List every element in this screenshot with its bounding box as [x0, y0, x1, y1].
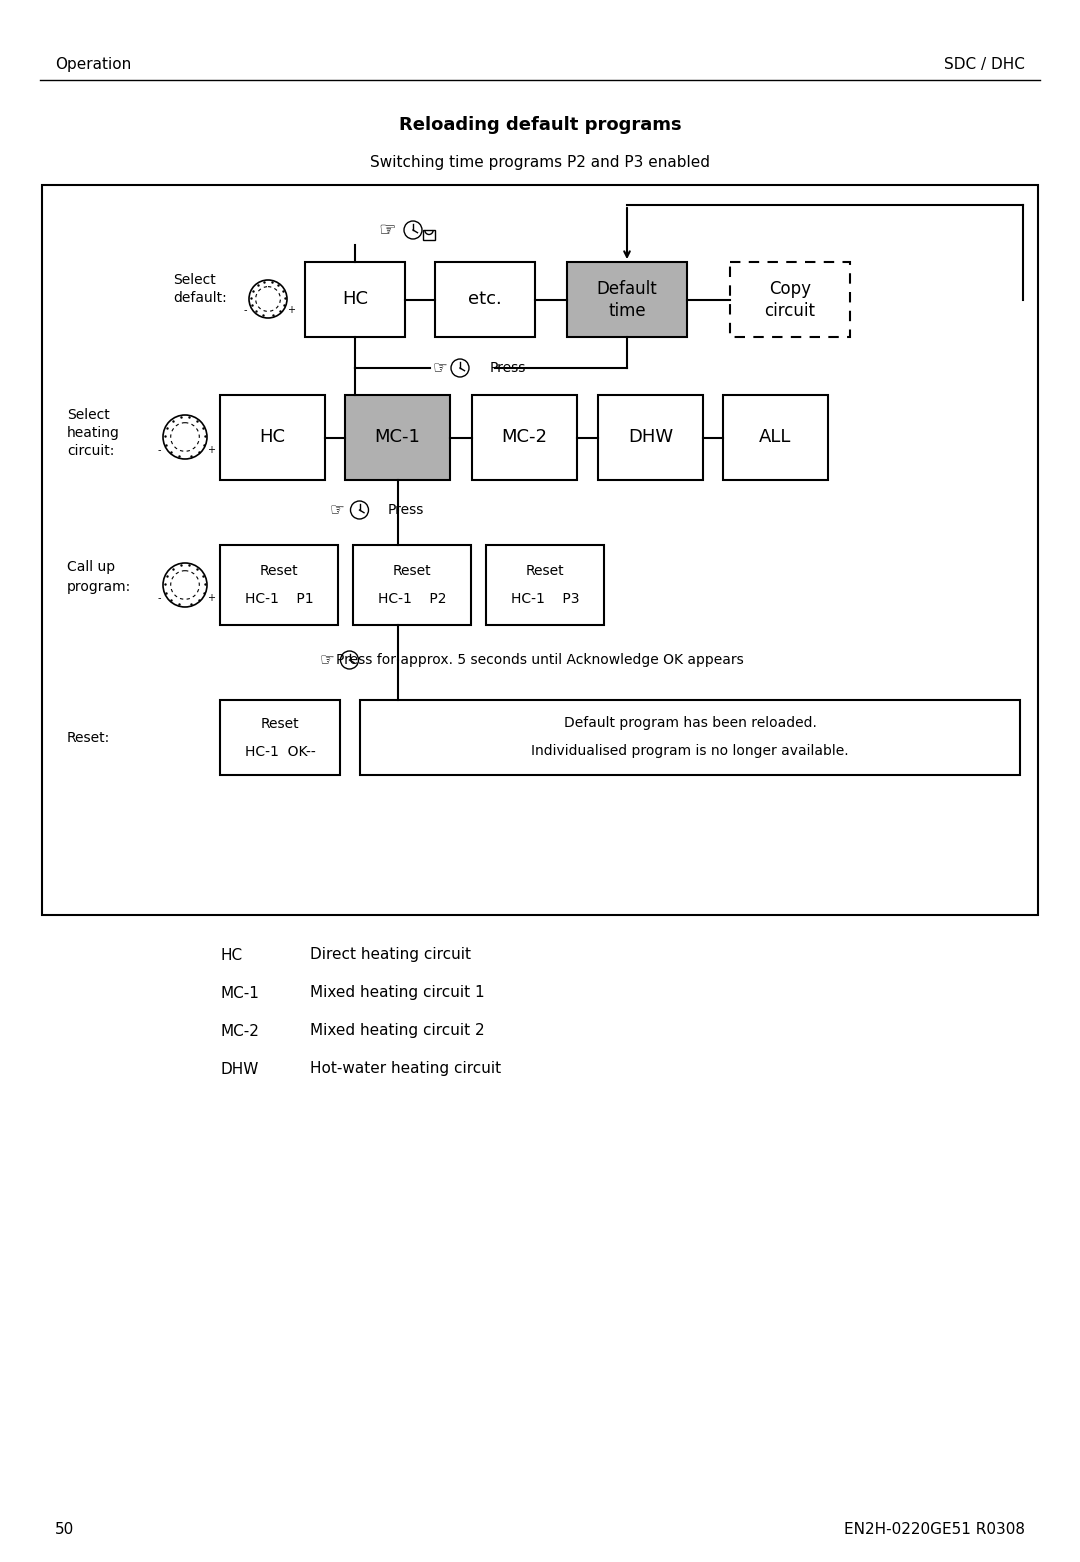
Text: Reset: Reset	[260, 717, 299, 731]
Text: Switching time programs P2 and P3 enabled: Switching time programs P2 and P3 enable…	[370, 155, 710, 170]
Bar	[305, 262, 405, 337]
Text: HC: HC	[259, 428, 285, 447]
Text: Press: Press	[490, 361, 526, 375]
Text: Select: Select	[67, 408, 110, 422]
Bar	[435, 262, 535, 337]
Bar	[472, 395, 577, 480]
Text: default:: default:	[173, 291, 227, 305]
Text: HC-1    P2: HC-1 P2	[378, 592, 446, 606]
Bar	[360, 700, 1020, 775]
Text: HC-1  OK--: HC-1 OK--	[245, 745, 315, 759]
Bar	[423, 230, 435, 241]
Text: EN2H-0220GE51 R0308: EN2H-0220GE51 R0308	[843, 1523, 1025, 1537]
Text: SDC / DHC: SDC / DHC	[944, 58, 1025, 72]
Text: circuit:: circuit:	[67, 444, 114, 458]
Text: MC-1: MC-1	[220, 986, 259, 1001]
Text: -: -	[158, 594, 161, 603]
Text: Reset: Reset	[393, 564, 431, 578]
Text: program:: program:	[67, 580, 132, 594]
Bar	[353, 545, 471, 625]
Bar	[486, 545, 604, 625]
Bar	[42, 184, 1038, 915]
Text: -: -	[158, 445, 161, 455]
Text: Reset: Reset	[526, 564, 565, 578]
Text: heating: heating	[67, 426, 120, 440]
Text: Default: Default	[596, 281, 658, 298]
Text: HC-1    P3: HC-1 P3	[511, 592, 579, 606]
Text: Press: Press	[388, 503, 423, 517]
Text: DHW: DHW	[627, 428, 673, 447]
Text: ☞: ☞	[320, 651, 335, 669]
Text: etc.: etc.	[468, 291, 502, 309]
Text: ☞: ☞	[433, 359, 447, 376]
Text: +: +	[207, 445, 215, 455]
Text: HC: HC	[220, 948, 242, 962]
Text: Mixed heating circuit 2: Mixed heating circuit 2	[310, 1023, 485, 1039]
Bar	[730, 262, 850, 337]
Text: Press for approx. 5 seconds until Acknowledge OK appears: Press for approx. 5 seconds until Acknow…	[336, 653, 744, 667]
Text: Copy: Copy	[769, 281, 811, 298]
Text: +: +	[287, 306, 295, 316]
Text: MC-2: MC-2	[220, 1023, 259, 1039]
Text: Direct heating circuit: Direct heating circuit	[310, 948, 471, 962]
Text: MC-2: MC-2	[501, 428, 548, 447]
Text: ☞: ☞	[330, 501, 345, 519]
Text: Reset:: Reset:	[67, 731, 110, 745]
Bar	[567, 262, 687, 337]
Text: HC: HC	[342, 291, 368, 309]
Text: Call up: Call up	[67, 561, 116, 573]
Text: Operation: Operation	[55, 58, 132, 72]
Bar	[220, 545, 338, 625]
Text: time: time	[608, 303, 646, 320]
Text: +: +	[207, 594, 215, 603]
Text: ALL: ALL	[759, 428, 792, 447]
Bar	[220, 700, 340, 775]
Bar	[723, 395, 828, 480]
Text: ☞: ☞	[378, 220, 395, 239]
Text: Reloading default programs: Reloading default programs	[399, 116, 681, 134]
Text: Hot-water heating circuit: Hot-water heating circuit	[310, 1062, 501, 1076]
Text: Select: Select	[173, 273, 216, 287]
Text: MC-1: MC-1	[375, 428, 420, 447]
Text: circuit: circuit	[765, 303, 815, 320]
Bar	[220, 395, 325, 480]
Text: 50: 50	[55, 1523, 75, 1537]
Text: -: -	[243, 306, 246, 316]
Text: Reset: Reset	[259, 564, 298, 578]
Text: Mixed heating circuit 1: Mixed heating circuit 1	[310, 986, 485, 1001]
Bar	[598, 395, 703, 480]
Text: HC-1    P1: HC-1 P1	[245, 592, 313, 606]
Bar	[345, 395, 450, 480]
Text: Individualised program is no longer available.: Individualised program is no longer avai…	[531, 745, 849, 759]
Text: Default program has been reloaded.: Default program has been reloaded.	[564, 717, 816, 731]
Text: DHW: DHW	[220, 1062, 258, 1076]
